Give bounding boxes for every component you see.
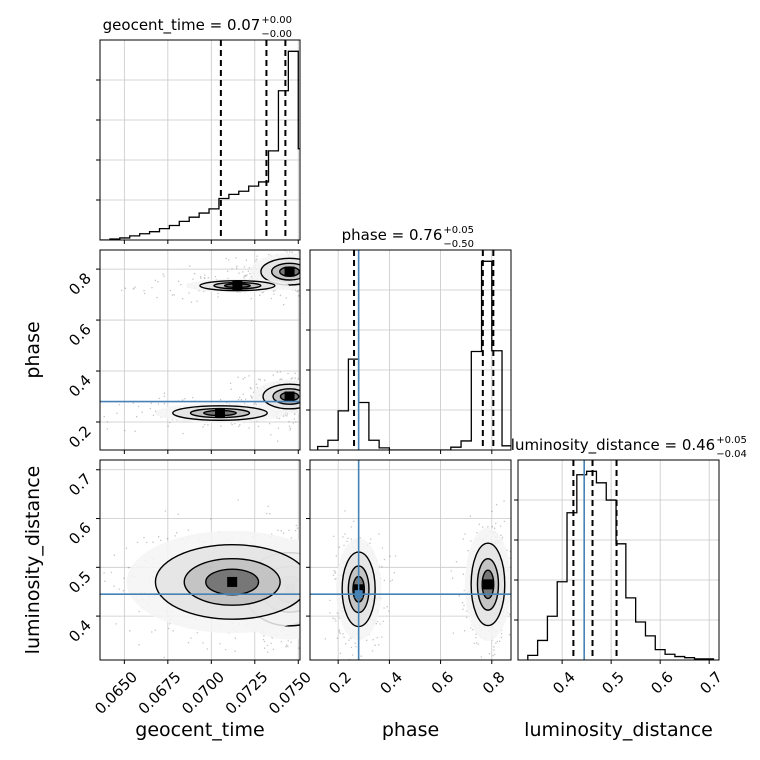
histogram-bar xyxy=(169,225,179,240)
histogram-bar xyxy=(665,654,675,660)
x-tick-label: 0.4 xyxy=(377,668,407,698)
histogram-bar xyxy=(461,441,471,450)
histogram-outline xyxy=(317,260,511,450)
histogram-bar xyxy=(150,232,160,240)
title-main: luminosity_distance = 0.46 xyxy=(511,436,715,455)
panel-title: geocent_time = 0.07 +0.00 −0.00 xyxy=(103,15,292,40)
x-axis-label: geocent_time xyxy=(135,719,264,741)
histogram-bar xyxy=(636,622,646,660)
histogram-bar xyxy=(199,213,209,240)
histogram-bar xyxy=(189,217,199,240)
panel-title: phase = 0.76 +0.05 −0.50 xyxy=(342,225,474,250)
panel-luminosity_distance-vs-phase: 0.2 0.4 0.6 0.8 xyxy=(306,459,512,698)
histogram-bar xyxy=(140,234,150,240)
histogram-bar xyxy=(269,151,279,240)
x-tick-label: 0.6 xyxy=(428,668,458,698)
histogram-bar xyxy=(567,513,577,660)
contours xyxy=(100,253,300,423)
title-main: geocent_time = 0.07 xyxy=(103,16,261,35)
title-sup: +0.00 xyxy=(261,15,292,26)
histogram-bar xyxy=(596,483,606,660)
x-tick-label: 0.2 xyxy=(325,668,355,698)
density-peak xyxy=(284,266,295,277)
histogram xyxy=(317,250,511,450)
histogram-bar xyxy=(338,411,348,450)
y-tick-label: 0.7 xyxy=(65,470,95,500)
histogram xyxy=(527,460,715,660)
axes-frame xyxy=(309,459,512,661)
histogram-bar xyxy=(229,194,239,240)
density-peak xyxy=(232,280,243,291)
y-tick-label: 0.4 xyxy=(65,371,95,401)
x-tick-label: 0.0675 xyxy=(135,668,185,718)
axes-frame xyxy=(99,249,301,451)
y-axis-label: phase xyxy=(22,321,44,378)
panel-phase-vs-geocent_time: 0.2 0.4 0.6 0.8 xyxy=(65,249,301,454)
histogram-bar xyxy=(471,351,481,450)
title-sub: −0.04 xyxy=(716,449,747,460)
y-tick-label: 0.6 xyxy=(65,320,95,350)
histogram-bar xyxy=(179,221,189,240)
histogram-bar xyxy=(369,440,379,450)
x-tick-label: 0.6 xyxy=(647,668,677,698)
histogram-bar xyxy=(577,475,587,660)
title-sup: +0.05 xyxy=(716,435,747,446)
histogram-bar xyxy=(547,616,557,660)
contours xyxy=(100,530,300,640)
y-tick-label: 0.6 xyxy=(65,519,95,549)
density-peak xyxy=(227,576,238,587)
histogram-bar xyxy=(538,640,548,660)
histogram-bar xyxy=(209,209,219,240)
panel-hist-luminosity_distance: 0.4 0.5 0.6 0.7 luminosity_distance = 0.46 +0… xyxy=(511,435,747,698)
title-main: phase = 0.76 xyxy=(342,226,443,244)
histogram-bar xyxy=(328,440,338,450)
axes-frame xyxy=(99,459,301,661)
y-tick-label: 0.5 xyxy=(65,567,95,597)
x-axis-label: phase xyxy=(382,719,439,741)
histogram-bar xyxy=(645,636,655,660)
panel-hist-geocent_time: geocent_time = 0.07 +0.00 −0.00 xyxy=(96,15,301,244)
y-tick-label: 0.2 xyxy=(65,422,95,452)
histogram-outline xyxy=(100,50,300,240)
x-tick-label: 0.0650 xyxy=(91,668,141,718)
panel-title: luminosity_distance = 0.46 +0.05 −0.04 xyxy=(511,435,747,460)
x-tick-label: 0.7 xyxy=(696,668,726,698)
histogram-bar xyxy=(249,186,259,240)
contours xyxy=(310,460,511,660)
x-tick-label: 0.5 xyxy=(598,668,628,698)
x-tick-label: 0.0700 xyxy=(178,668,228,718)
x-tick-label: 0.0750 xyxy=(265,668,315,718)
axes-frame xyxy=(517,459,720,661)
axes-frame xyxy=(309,249,512,451)
axes-frame xyxy=(99,39,301,241)
x-axis-label: luminosity_distance xyxy=(524,719,713,741)
y-tick-label: 0.4 xyxy=(65,616,95,646)
density-peak xyxy=(482,579,493,590)
axis-labels: geocent_time phase luminosity_distancephas… xyxy=(22,321,713,741)
y-tick-label: 0.8 xyxy=(65,269,95,299)
histogram xyxy=(100,40,300,240)
histogram-bar xyxy=(528,655,538,660)
density-peak xyxy=(215,408,225,419)
title-sub: −0.00 xyxy=(261,29,292,40)
y-axis-label: luminosity_distance xyxy=(22,466,44,655)
title-sub: −0.50 xyxy=(443,239,474,250)
x-tick-label: 0.8 xyxy=(479,668,509,698)
truth-marker xyxy=(354,590,363,599)
histogram-bar xyxy=(239,191,249,240)
panel-hist-phase: phase = 0.76 +0.05 −0.50 xyxy=(306,225,512,454)
histogram-bar xyxy=(626,598,636,660)
x-tick-label: 0.4 xyxy=(549,668,579,698)
title-sup: +0.05 xyxy=(443,225,474,236)
x-tick-label: 0.0725 xyxy=(222,668,272,718)
density-peak xyxy=(284,391,295,402)
histogram-bar xyxy=(278,91,288,240)
